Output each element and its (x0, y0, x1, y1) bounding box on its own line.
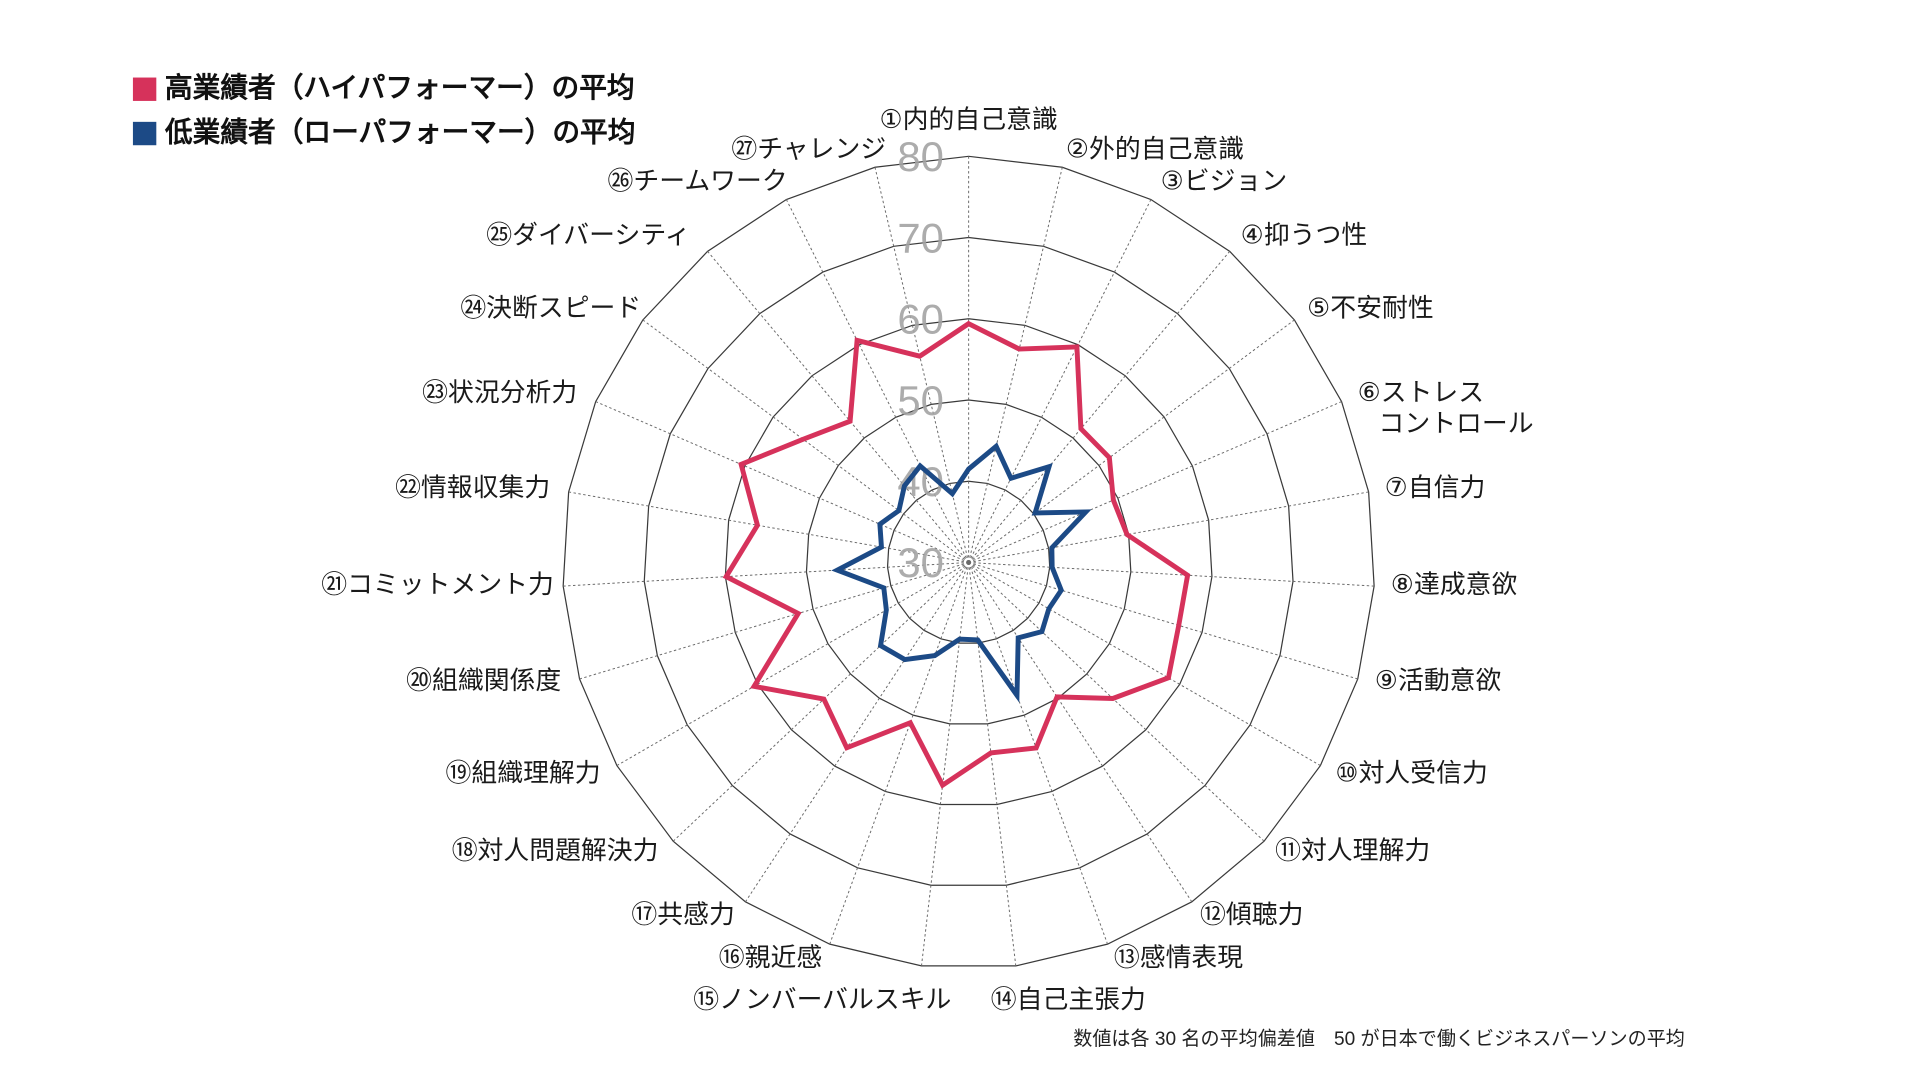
axis-label-10: ⑩対人受信力 (1335, 758, 1488, 788)
grid-spoke-22 (568, 491, 969, 563)
radar-grid (562, 155, 1375, 967)
axis-label-26: ㉖チームワーク (607, 166, 788, 196)
series-line-high-performers (722, 320, 1191, 789)
grid-ring-50 (805, 399, 1132, 725)
axis-label-3: ③ビジョン (1160, 166, 1288, 196)
axis-label-18: ⑱対人問題解決力 (451, 836, 659, 865)
grid-spoke-20 (579, 562, 969, 680)
axis-label-13: ⑬感情表現 (1113, 943, 1244, 972)
grid-spoke-11 (968, 562, 1265, 842)
grid-ring-80 (562, 155, 1375, 967)
grid-ring-40 (886, 480, 1051, 644)
grid-spoke-10 (968, 562, 1321, 766)
axis-label-9: ⑨活動意欲 (1374, 666, 1502, 695)
axis-label-23: ㉓状況分析力 (422, 378, 578, 407)
axis-label-25: ㉕ダイバーシティ (486, 220, 691, 250)
r-tick-label-70: 70 (897, 214, 944, 261)
grid-spoke-14 (968, 562, 1017, 966)
grid-spoke-4 (968, 251, 1231, 563)
grid-spoke-2 (968, 167, 1063, 563)
legend-label-high-performers: 高業績者（ハイパフォーマー）の平均 (164, 72, 635, 104)
grid-spoke-15 (920, 562, 970, 966)
axis-label-22: ㉒情報収集力 (395, 473, 551, 502)
grid-spoke-13 (968, 562, 1109, 945)
r-tick-label-60: 60 (897, 296, 944, 343)
axis-label-24: ㉔決断スピード (460, 293, 642, 322)
grid-spoke-9 (968, 562, 1358, 680)
legend: 高業績者（ハイパフォーマー）の平均 低業績者（ローパフォーマー）の平均 (132, 72, 636, 162)
grid-ring-70 (643, 236, 1294, 886)
legend-item-low-performers: 低業績者（ローパフォーマー）の平均 (132, 116, 636, 149)
legend-swatch-low-performers (132, 121, 157, 145)
footnote: 数値は各 30 名の平均偏差値 50 が日本で働くビジネスパーソンの平均 (1073, 1028, 1685, 1050)
series-line-low-performers (831, 442, 1092, 703)
axis-label-16: ⑯親近感 (718, 943, 823, 972)
grid-ring-60 (724, 318, 1213, 806)
axis-label-11: ⑪対人理解力 (1275, 836, 1431, 865)
grid-spoke-6 (968, 401, 1342, 563)
legend-swatch-high-performers (132, 76, 157, 101)
grid-spoke-17 (745, 562, 970, 903)
grid-spoke-3 (968, 199, 1152, 563)
axis-label-2: ②外的自己意識 (1065, 134, 1245, 164)
r-tick-label-80: 80 (897, 133, 944, 180)
axis-label-21: ㉑コミットメント力 (321, 570, 554, 599)
grid-spoke-16 (829, 562, 970, 945)
legend-label-low-performers: 低業績者（ローパフォーマー）の平均 (164, 116, 636, 148)
axis-label-19: ⑲組織理解力 (445, 758, 601, 788)
grid-spoke-23 (595, 401, 969, 563)
grid-spoke-19 (616, 562, 969, 766)
axis-label-20: ⑳組織関係度 (406, 666, 562, 695)
axis-label-8: ⑧達成意欲 (1390, 570, 1518, 599)
grid-spoke-12 (968, 562, 1193, 903)
axis-label-12: ⑫傾聴力 (1200, 900, 1304, 929)
grid-spoke-25 (707, 251, 970, 563)
axis-label-5: ⑤不安耐性 (1307, 293, 1434, 322)
axis-label-14: ⑭自己主張力 (990, 985, 1146, 1014)
grid-spoke-5 (968, 319, 1295, 563)
axis-label-15: ⑮ノンバーバルスキル (693, 985, 952, 1014)
grid-spoke-27 (874, 167, 970, 563)
grid-spoke-7 (968, 491, 1369, 563)
axis-label-27: ㉗チャレンジ (731, 134, 887, 164)
grid-spoke-21 (563, 561, 969, 587)
r-tick-label-30: 30 (897, 539, 944, 586)
grid-spoke-24 (642, 319, 969, 563)
axis-label-6: ⑥ストレス コントロール (1357, 378, 1534, 438)
r-tick-label-50: 50 (897, 377, 944, 424)
grid-spoke-18 (672, 562, 969, 842)
axis-label-1: ①内的自己意識 (879, 105, 1058, 134)
grid-spoke-8 (968, 561, 1375, 587)
axis-label-17: ⑰共感力 (631, 900, 735, 929)
legend-item-high-performers: 高業績者（ハイパフォーマー）の平均 (132, 72, 636, 105)
axis-label-4: ④抑うつ性 (1240, 220, 1368, 250)
grid-spoke-26 (785, 199, 970, 563)
axis-label-7: ⑦自信力 (1384, 473, 1486, 502)
radar-series (722, 320, 1191, 789)
